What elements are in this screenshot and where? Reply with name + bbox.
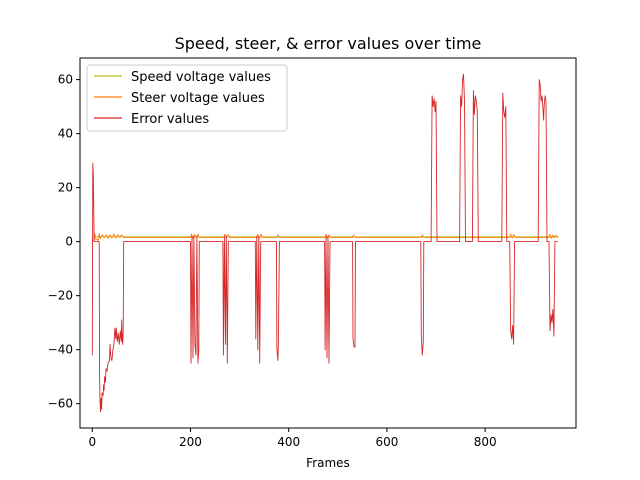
series-line-steer-voltage-values [92, 233, 559, 241]
x-tick-label: 400 [277, 435, 300, 449]
x-tick-label: 800 [474, 435, 497, 449]
y-tick-label: 0 [65, 235, 73, 249]
x-axis: 0 200 400 600 800 [88, 428, 497, 449]
y-tick-label: −20 [48, 289, 73, 303]
series-line-error-values [91, 73, 558, 413]
series-layer [91, 73, 559, 413]
y-tick-label: −60 [48, 397, 73, 411]
legend-box [86, 64, 288, 132]
legend-label: Error values [131, 112, 209, 127]
legend: Speed voltage values Steer voltage values… [86, 64, 288, 132]
y-axis: −60 −40 −20 0 20 40 60 [48, 73, 80, 411]
legend-label: Steer voltage values [131, 91, 265, 106]
x-tick-label: 200 [179, 435, 202, 449]
y-tick-label: 60 [58, 73, 73, 87]
y-tick-label: 40 [58, 127, 73, 141]
y-tick-label: −40 [48, 343, 73, 357]
legend-label: Speed voltage values [131, 70, 271, 85]
chart-title: Speed, steer, & error values over time [175, 34, 482, 53]
x-tick-label: 0 [88, 435, 96, 449]
x-axis-label: Frames [306, 456, 350, 470]
x-tick-label: 600 [375, 435, 398, 449]
axes-frame [79, 57, 577, 429]
y-tick-label: 20 [58, 181, 73, 195]
